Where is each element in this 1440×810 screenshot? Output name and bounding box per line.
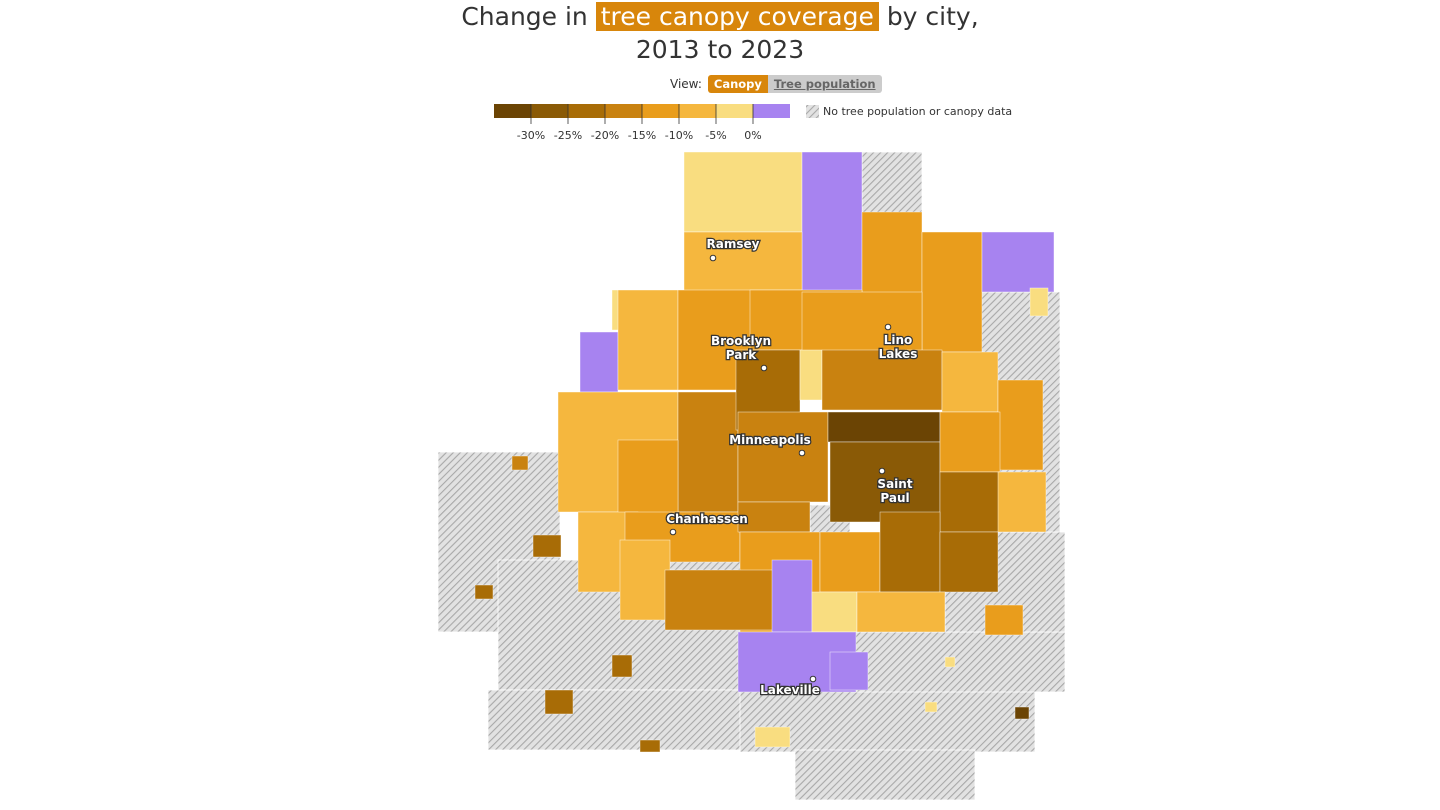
city-region: [984, 604, 1024, 636]
city-dot: [669, 528, 677, 536]
legend-swatch: [605, 104, 642, 118]
city-region: [801, 291, 923, 353]
view-label: View:: [670, 77, 702, 91]
city-region: [639, 739, 661, 753]
city-region: [921, 231, 983, 353]
city-label: Saint: [877, 477, 912, 491]
city-region: [924, 701, 938, 713]
city-region: [819, 531, 881, 593]
city-region: [611, 654, 633, 678]
city-region: [799, 349, 823, 401]
city-dot: [809, 675, 817, 683]
city-label: Brooklyn: [711, 334, 771, 348]
city-region: [683, 231, 803, 293]
city-region: [737, 411, 829, 503]
city-label: Lino: [884, 333, 913, 347]
view-option[interactable]: Canopy: [707, 75, 768, 93]
city-region: [944, 656, 956, 668]
legend-label: -30%: [517, 129, 545, 142]
city-region: [879, 511, 941, 593]
no-data-area: [861, 151, 923, 215]
city-region: [941, 351, 999, 413]
legend-swatch: [531, 104, 568, 118]
legend-label: -25%: [554, 129, 582, 142]
title: Change in tree canopy coverage by city, …: [0, 0, 1440, 66]
city-region: [771, 559, 813, 633]
legend-no-data-swatch: [806, 105, 819, 118]
city-region: [997, 379, 1044, 471]
city-region: [939, 471, 1001, 533]
city-region: [821, 349, 943, 411]
legend-label: -15%: [628, 129, 656, 142]
title-after: by city,: [886, 2, 979, 31]
regions: [437, 151, 1066, 801]
no-data-area: [854, 631, 1066, 693]
city-region: [1029, 287, 1049, 317]
legend: -30% -25% -20% -15% -10% -5% 0% No tree populat…: [494, 104, 1012, 142]
legend-label: -20%: [591, 129, 619, 142]
city-region: [617, 289, 679, 391]
city-region: [474, 584, 494, 600]
city-region: [856, 591, 946, 633]
title-line2: 2013 to 2023: [635, 35, 805, 64]
no-data-area: [794, 749, 976, 801]
city-label: Park: [726, 348, 757, 362]
city-label: Minneapolis: [729, 433, 811, 447]
city-region: [544, 689, 574, 715]
city-label: Chanhassen: [666, 512, 748, 526]
city-region: [511, 455, 529, 471]
city-region: [827, 411, 941, 443]
city-region: [677, 391, 739, 513]
legend-swatch: [642, 104, 679, 118]
city-region: [532, 534, 562, 558]
city-region: [939, 531, 999, 593]
city-region: [737, 501, 811, 533]
legend-swatch: [679, 104, 716, 118]
city-dot: [884, 323, 892, 331]
legend-label: -5%: [705, 129, 726, 142]
legend-swatch: [716, 104, 753, 118]
city-label: Lakeville: [760, 683, 820, 697]
no-data-area: [739, 689, 1036, 753]
legend-swatch: [568, 104, 605, 118]
city-region: [579, 331, 619, 393]
city-region: [1014, 706, 1030, 720]
city-label: Lakes: [879, 347, 918, 361]
legend-swatch: [753, 104, 790, 118]
city-region: [829, 441, 941, 523]
city-region: [754, 726, 791, 748]
title-before: Change in: [461, 2, 588, 31]
legend-no-data-label: No tree population or canopy data: [823, 105, 1012, 118]
city-region: [981, 231, 1055, 293]
city-region: [619, 539, 671, 621]
city-region: [801, 151, 863, 293]
legend-label: -10%: [665, 129, 693, 142]
city-region: [939, 411, 1001, 473]
city-dot: [760, 364, 768, 372]
city-region: [829, 651, 869, 691]
title-highlight: tree canopy coverage: [595, 2, 879, 31]
view-option[interactable]: Tree population: [767, 75, 882, 93]
view-toggle: View: Canopy Tree population: [670, 75, 882, 93]
city-dot: [798, 449, 806, 457]
city-region: [683, 151, 803, 233]
city-region: [664, 569, 776, 631]
legend-label: 0%: [744, 129, 761, 142]
city-dot: [709, 254, 717, 262]
city-label: Ramsey: [707, 237, 760, 251]
city-region: [811, 591, 858, 633]
city-dot: [878, 467, 886, 475]
city-label: Paul: [880, 491, 909, 505]
legend-swatch: [494, 104, 531, 118]
city-region: [997, 471, 1047, 533]
